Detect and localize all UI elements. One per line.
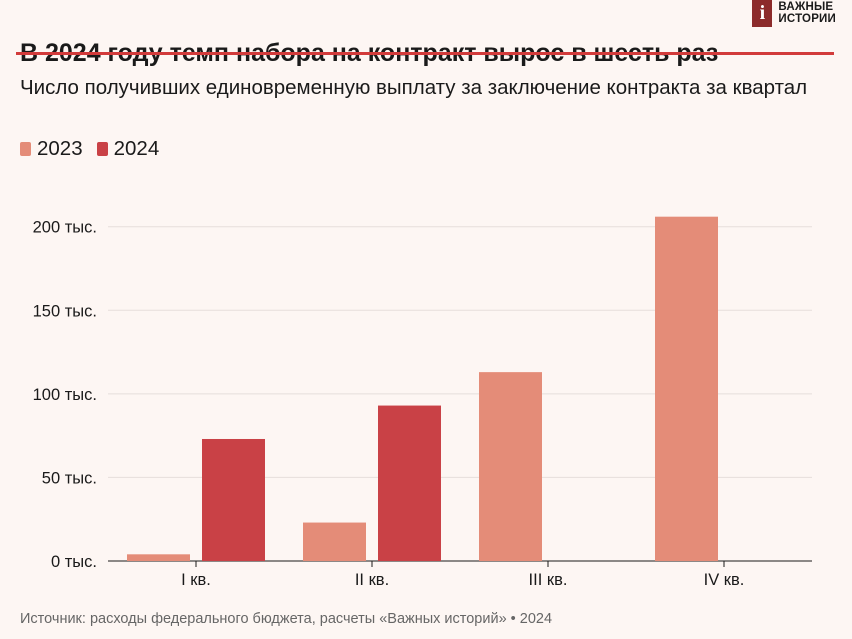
legend-swatch-2024: [96, 142, 108, 156]
y-tick-label: 0 тыс.: [51, 553, 97, 571]
logo-text: ВАЖНЫЕ ИСТОРИИ: [778, 0, 836, 25]
y-tick-label: 100 тыс.: [33, 386, 97, 404]
legend: 2023 2024: [20, 137, 159, 161]
bar-2024-2: [378, 405, 441, 561]
y-tick-label: 150 тыс.: [33, 302, 97, 320]
source-note: Источник: расходы федерального бюджета, …: [20, 611, 553, 627]
legend-label-2023: 2023: [37, 137, 83, 160]
logo: i ВАЖНЫЕ ИСТОРИИ: [752, 0, 836, 27]
y-tick-label: 50 тыс.: [42, 469, 97, 487]
x-tick-label: IV кв.: [704, 571, 745, 589]
x-tick-label: III кв.: [529, 571, 568, 589]
legend-label-2024: 2024: [113, 137, 160, 160]
logo-line-2: ИСТОРИИ: [778, 13, 836, 25]
x-tick-label: II кв.: [355, 571, 389, 589]
y-tick-label: 200 тыс.: [33, 219, 97, 237]
logo-line-1: ВАЖНЫЕ: [778, 1, 834, 13]
bar-2023-1: [127, 554, 190, 561]
legend-item-2023: 2023: [20, 137, 83, 161]
x-tick-label: I кв.: [181, 571, 211, 589]
bar-2024-1: [202, 438, 265, 561]
logo-mark: i: [752, 0, 773, 27]
chart-title: Число получивших единовременную выплату …: [20, 76, 808, 99]
headline-strikethrough: [16, 52, 834, 55]
legend-item-2024: 2024: [96, 137, 160, 161]
bar-2023-4: [655, 216, 718, 561]
legend-swatch-2023: [20, 142, 31, 156]
bar-2023-3: [479, 372, 542, 561]
bar-2023-2: [303, 522, 366, 561]
